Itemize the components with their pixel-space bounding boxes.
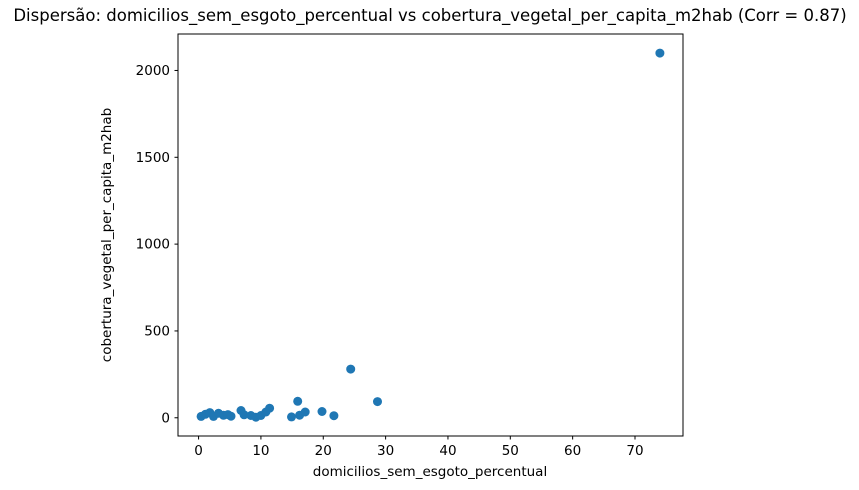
y-tick-label: 1000 (136, 237, 170, 253)
x-tick-label: 10 (252, 443, 269, 459)
x-tick-label: 40 (439, 443, 456, 459)
data-point (373, 397, 382, 407)
plot-area: 0 10 20 30 40 50 60 70 0 500 1000 1500 2000 (136, 33, 684, 459)
axes-frame (177, 33, 684, 437)
x-tick-label: 0 (194, 443, 203, 459)
x-tick-label: 30 (377, 443, 394, 459)
data-point (287, 412, 296, 422)
data-point (346, 364, 356, 374)
data-point (655, 48, 665, 58)
y-tick-label: 1500 (136, 150, 170, 166)
y-axis-label: cobertura_vegetal_per_capita_m2hab (99, 108, 115, 362)
x-tick-label: 70 (626, 443, 643, 459)
y-tick-label: 500 (144, 323, 170, 339)
y-tick-label: 2000 (136, 63, 170, 79)
data-point (317, 407, 327, 416)
data-point (300, 407, 310, 417)
data-point (293, 396, 303, 406)
x-tick-label: 20 (315, 443, 332, 459)
data-point (226, 411, 236, 421)
x-axis-label: domicilios_sem_esgoto_percentual (313, 464, 547, 480)
data-point (239, 410, 249, 420)
y-tick-label: 0 (161, 410, 170, 426)
data-point (329, 411, 339, 421)
chart-title: Dispersão: domicilios_sem_esgoto_percent… (13, 6, 846, 26)
data-point (265, 403, 275, 413)
x-tick-label: 60 (564, 443, 581, 459)
x-tick-label: 50 (502, 443, 519, 459)
